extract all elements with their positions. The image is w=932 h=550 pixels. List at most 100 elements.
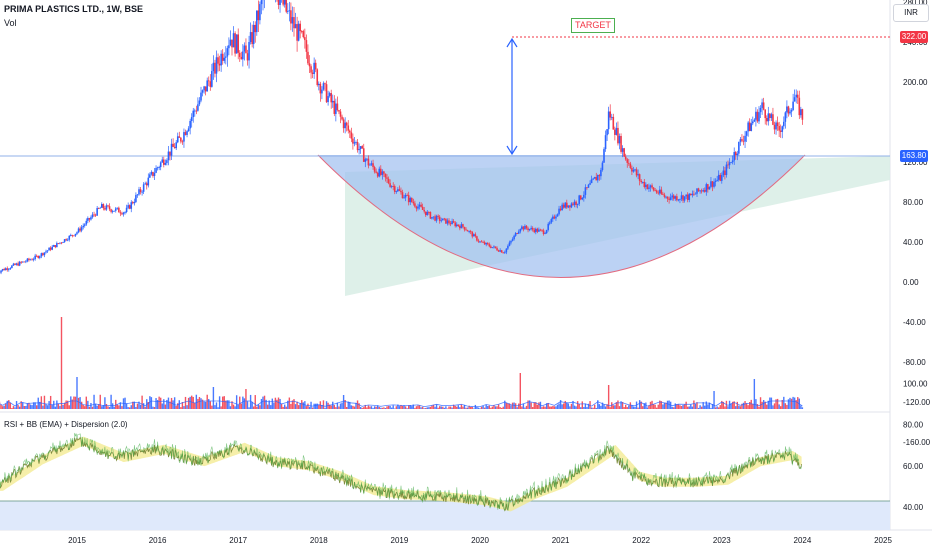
candle [316, 69, 319, 86]
volume-bar [640, 401, 642, 409]
candle [321, 89, 323, 94]
volume-bar [691, 406, 694, 409]
volume-bar [239, 396, 241, 409]
candle [618, 135, 621, 144]
candle [96, 208, 98, 216]
candle [65, 239, 67, 241]
volume-bar [432, 404, 435, 409]
volume-bar [443, 407, 446, 409]
candle [637, 174, 639, 176]
price-axis[interactable]: 280.00240.00200.00120.0080.0040.000.00-4… [903, 0, 931, 447]
candle [600, 169, 602, 177]
candle [510, 240, 512, 243]
volume-bar [187, 397, 190, 409]
volume-bar [775, 399, 777, 409]
candle [500, 250, 503, 253]
volume-bar [454, 405, 456, 409]
candle [370, 163, 373, 165]
candle [279, 0, 281, 5]
volume-bar [335, 407, 337, 409]
time-tick-label: 2025 [874, 536, 892, 545]
candle [158, 167, 160, 168]
price-tick-label: 40.00 [903, 238, 924, 247]
volume-bar [497, 404, 500, 409]
time-axis[interactable]: 2015 2016 2017 2018 2019 2020 2021 2022 2023 2024… [68, 536, 892, 545]
volume-bar [460, 404, 463, 409]
price-tick-label: -120.00 [903, 398, 931, 407]
volume-bar [375, 406, 377, 409]
volume-bar [459, 407, 461, 409]
volume-bar [36, 405, 38, 409]
currency-button[interactable]: INR [893, 4, 929, 22]
volume-bar [739, 406, 742, 409]
candle [679, 199, 681, 200]
volume-bar [390, 407, 393, 409]
candle [671, 195, 673, 198]
candle [504, 252, 506, 254]
symbol-title[interactable]: PRIMA PLASTICS LTD., 1W, BSE [4, 4, 144, 14]
candle [722, 170, 725, 176]
volume-bar [592, 407, 594, 409]
candle [240, 56, 243, 60]
volume-bar [132, 401, 134, 409]
volume-bar [404, 406, 407, 409]
candle [116, 207, 119, 209]
candle [773, 124, 776, 130]
volume-bar [389, 405, 391, 409]
candle [291, 17, 294, 24]
candle [573, 201, 576, 205]
volume-bar [702, 402, 704, 409]
candle [400, 190, 402, 193]
candle [380, 168, 382, 175]
rsi-indicator-label[interactable]: RSI + BB (EMA) + Dispersion (2.0) [4, 420, 128, 429]
volume-bar [790, 398, 793, 409]
volume-bar [618, 406, 621, 409]
volume-bar [781, 399, 783, 409]
volume-bar [716, 406, 718, 409]
candle [353, 142, 356, 144]
volume-bar [318, 405, 320, 409]
volume-bar [428, 407, 430, 409]
candle [127, 205, 129, 208]
candle [285, 0, 288, 12]
volume-bar [501, 407, 503, 409]
volume-bar [130, 405, 132, 409]
volume-bar [426, 407, 428, 409]
candle [87, 218, 89, 221]
cup-curve [317, 154, 806, 278]
candle [260, 0, 263, 5]
volume-bar [150, 397, 153, 409]
rsi-axis[interactable]: 100.00 80.00 60.00 40.00 [903, 379, 928, 512]
volume-bar [34, 402, 36, 409]
volume-bar [541, 407, 543, 409]
candle [499, 250, 501, 252]
candle [372, 163, 374, 168]
candle [108, 206, 111, 210]
volume-bar [333, 405, 335, 409]
candle [231, 39, 233, 48]
volume-bar [792, 396, 794, 409]
volume-indicator-label[interactable]: Vol [4, 18, 17, 28]
candle [747, 122, 749, 132]
volume-bar [215, 402, 218, 409]
volume-bar [555, 406, 557, 409]
candle [682, 195, 684, 201]
volume-bar [322, 400, 325, 409]
candle [423, 209, 425, 212]
candle [215, 57, 218, 74]
volume-bar [612, 405, 614, 409]
candle [124, 211, 126, 213]
candle [469, 231, 472, 232]
candle [676, 196, 678, 201]
candle [190, 117, 193, 121]
candle [564, 202, 567, 208]
candle [437, 215, 439, 217]
candle [631, 168, 633, 172]
candle [311, 72, 314, 74]
volume-bar [212, 387, 215, 409]
candle [51, 246, 53, 250]
candle [575, 201, 577, 205]
volume-bar [688, 406, 690, 409]
volume-bar [359, 406, 362, 409]
